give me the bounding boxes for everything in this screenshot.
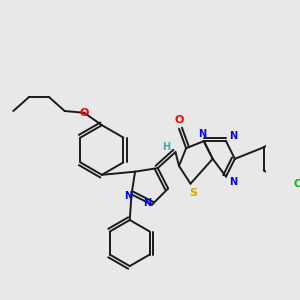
Text: N: N (124, 191, 132, 201)
Text: O: O (80, 108, 89, 118)
Text: N: N (198, 129, 206, 139)
Text: H: H (163, 142, 171, 152)
Text: N: N (143, 198, 152, 208)
Text: N: N (229, 177, 237, 187)
Text: O: O (174, 115, 184, 125)
Text: N: N (229, 131, 237, 141)
Text: S: S (189, 188, 197, 197)
Text: Cl: Cl (294, 179, 300, 189)
